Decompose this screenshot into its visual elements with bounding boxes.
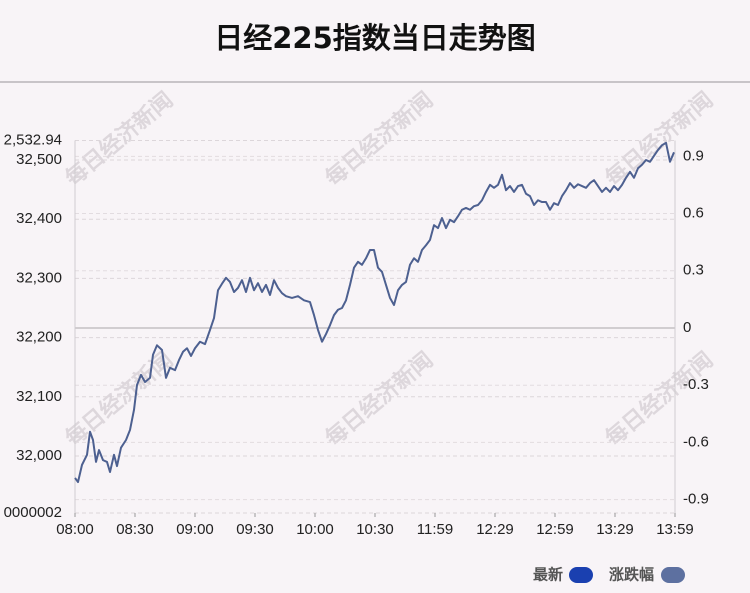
y2-tick-label: -0.9 [683,491,709,508]
y2-tick-label: 0.6 [683,205,704,222]
axes: 0000002 32,000 32,100 32,200 32,300 32,400 32,… [4,131,709,538]
x-tick-label: 10:30 [356,521,394,538]
price-line [74,141,675,484]
x-tick-label: 10:00 [296,521,334,538]
legend-swatch [569,567,593,583]
y-tick-label: 32,100 [16,388,62,405]
x-tick-label: 09:00 [176,521,214,538]
plot [74,141,675,484]
y-tick-label: 32,300 [16,269,62,286]
chart-title: 日经225指数当日走势图 [214,21,536,55]
y-tick-label: 32,200 [16,329,62,346]
y2-tick-label: 0 [683,319,691,336]
x-tick-label: 08:00 [56,521,94,538]
y-tick-label: 0000002 [4,504,62,521]
legend-label: 涨跌幅 [609,566,654,584]
y-tick-label: 2,532.94 [4,131,62,148]
legend-label: 最新 [533,566,563,584]
y-tick-label: 32,400 [16,210,62,227]
y2-tick-label: 0.3 [683,262,704,279]
x-tick-label: 12:29 [476,521,514,538]
y2-tick-label: 0.9 [683,147,704,164]
x-tick-label: 13:29 [596,521,634,538]
legend: 最新 涨跌幅 [533,566,685,584]
x-tick-label: 08:30 [116,521,154,538]
legend-swatch [661,567,685,583]
x-tick-label: 09:30 [236,521,274,538]
grid [75,140,675,514]
x-tick-label: 13:59 [656,521,694,538]
y2-tick-label: -0.3 [683,376,709,393]
x-tick-label: 12:59 [536,521,574,538]
y2-tick-label: -0.6 [683,433,709,450]
y-tick-label: 32,000 [16,447,62,464]
y-tick-label: 32,500 [16,151,62,168]
x-tick-label: 11:59 [417,521,453,538]
